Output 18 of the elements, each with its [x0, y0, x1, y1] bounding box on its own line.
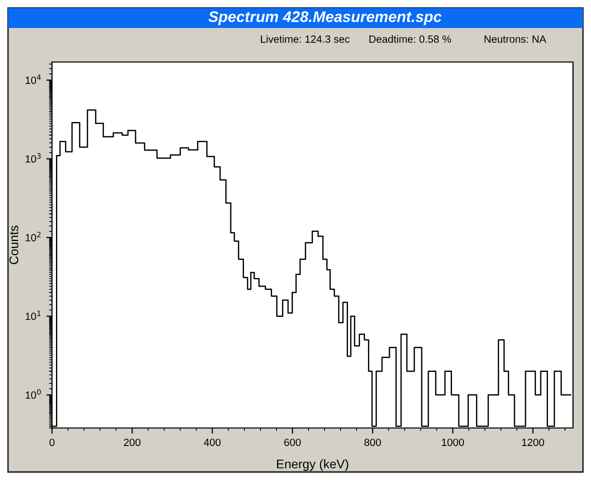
x-tick-label: 200 — [124, 438, 140, 446]
x-tick-label: 400 — [204, 438, 221, 446]
x-axis-title: Energy (keV) — [277, 459, 348, 471]
text: Livetime: 124.3 sec — [260, 35, 350, 43]
x-tick-label: 600 — [284, 438, 301, 446]
y-tick-label: 10$^{4}$ — [26, 74, 41, 84]
text: Neutrons: NA — [484, 36, 546, 43]
x-tick-label: 1000 — [442, 438, 464, 446]
y-tick-label: 10$^{3}$ — [26, 153, 41, 163]
x-tick-label: 800 — [364, 438, 381, 446]
text: Deadtime: 0.58 % — [369, 35, 452, 43]
chart-title: Spectrum 428.Measurement.spc — [208, 11, 442, 26]
y-tick-label: 10$^{2}$ — [26, 232, 41, 242]
x-tick-label: 0 — [50, 438, 54, 446]
y-axis-title: Counts — [9, 226, 18, 264]
x-tick-label: 1200 — [522, 438, 544, 446]
y-tick-label: 10$^{1}$ — [26, 310, 41, 320]
y-tick-label: 10$^{0}$ — [26, 389, 41, 399]
